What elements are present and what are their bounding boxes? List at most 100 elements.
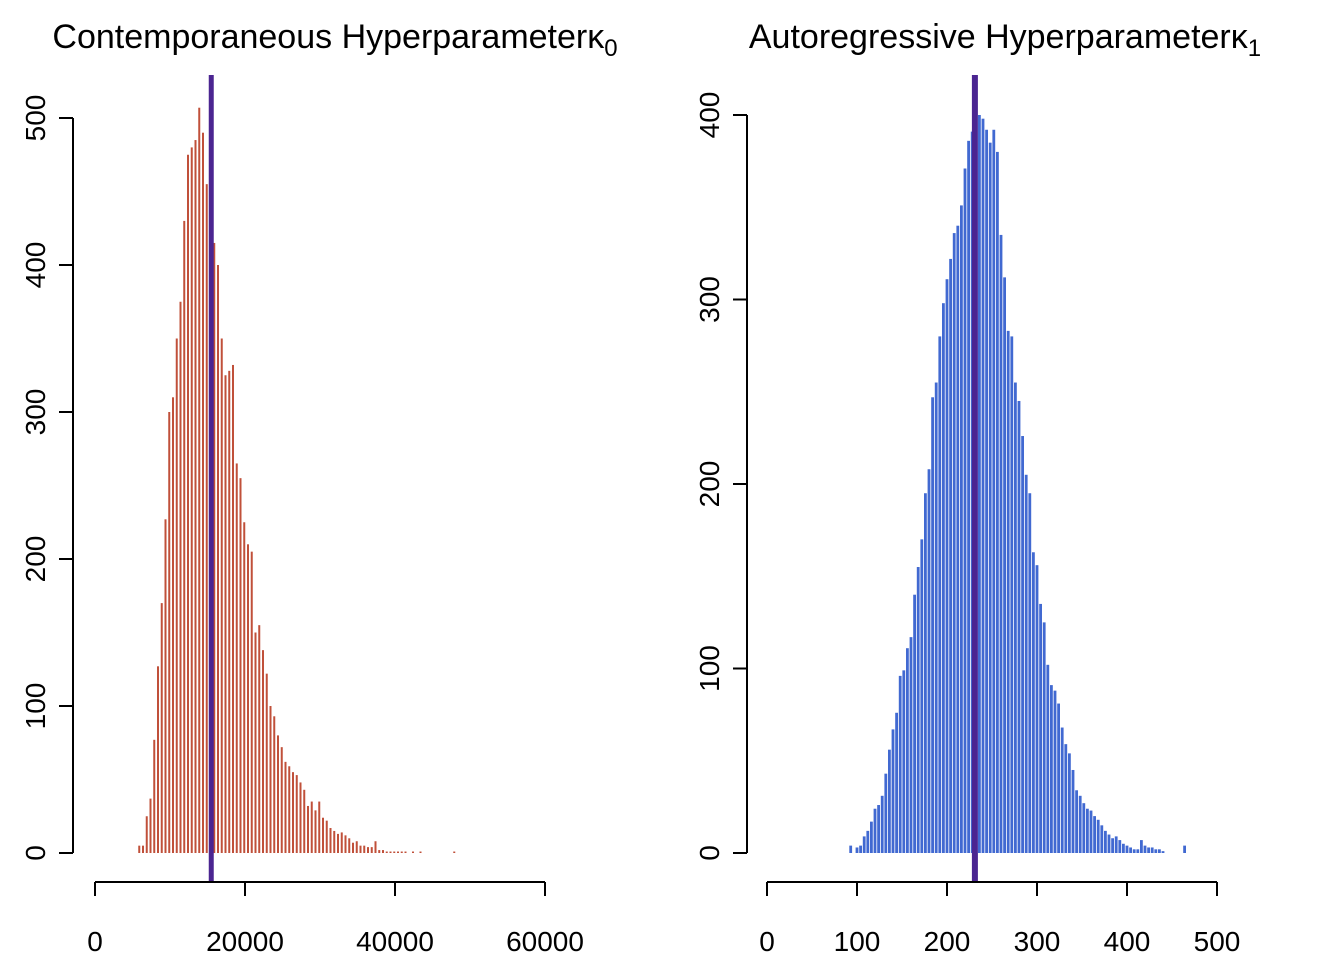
y-tick-label: 100 xyxy=(20,683,51,730)
histogram-bar xyxy=(1064,744,1068,853)
histogram-bar xyxy=(931,397,934,853)
histogram-bar xyxy=(145,816,148,853)
histogram-bar xyxy=(1154,849,1158,853)
histogram-bar xyxy=(378,850,381,853)
histogram-bar xyxy=(190,147,193,853)
histogram-bar xyxy=(1161,851,1165,853)
histogram-bar xyxy=(265,673,268,853)
histogram-bar xyxy=(909,637,913,853)
histogram-bar xyxy=(855,847,859,853)
histogram-bar xyxy=(902,670,906,853)
y-tick-label: 200 xyxy=(694,461,725,508)
histogram-bar xyxy=(1046,664,1050,853)
histogram-bar xyxy=(1039,603,1042,853)
histogram-bar xyxy=(314,810,317,853)
histogram-bar xyxy=(164,519,167,853)
chart-title: Contemporaneous Hyperparameterκ0 xyxy=(52,18,617,62)
histogram-bar xyxy=(1028,493,1032,853)
histogram-bar xyxy=(952,233,956,853)
histogram-bar xyxy=(996,151,999,853)
histogram-bar xyxy=(938,336,942,853)
y-tick-label: 500 xyxy=(20,95,51,142)
histogram-bar xyxy=(849,845,853,853)
histogram-bar xyxy=(175,338,178,853)
histogram-bar xyxy=(149,798,152,853)
histogram-bars xyxy=(138,107,456,854)
histogram-bar xyxy=(183,220,186,853)
histogram-bar xyxy=(1129,847,1132,853)
histogram-bar xyxy=(217,265,219,853)
histogram-bar xyxy=(280,747,283,853)
histogram-bar xyxy=(160,603,163,853)
histogram-bar xyxy=(367,847,369,853)
histogram-bar xyxy=(927,469,931,853)
histogram-bar xyxy=(1111,838,1114,853)
histogram-bar xyxy=(385,851,388,853)
histogram-bar xyxy=(866,830,870,853)
histogram-bar xyxy=(213,242,216,853)
histogram-bar xyxy=(337,833,339,853)
histogram-bar xyxy=(352,842,354,853)
histogram-bar xyxy=(1140,840,1143,853)
histogram-bar xyxy=(138,845,141,853)
y-tick-label: 100 xyxy=(694,645,725,692)
y-tick-label: 300 xyxy=(20,389,51,436)
histogram-bar xyxy=(250,551,253,853)
histogram-bar xyxy=(157,666,159,853)
histogram-bar xyxy=(877,805,880,853)
histogram-bar xyxy=(1104,830,1107,853)
y-tick-label: 400 xyxy=(694,92,725,139)
histogram-bar xyxy=(1035,565,1039,853)
y-tick-label: 0 xyxy=(694,845,725,861)
histogram-bar xyxy=(310,801,313,853)
y-tick-label: 0 xyxy=(20,845,51,861)
histogram-bar xyxy=(1060,727,1064,853)
histogram-bar xyxy=(333,830,336,853)
histogram-bar xyxy=(916,567,920,853)
histogram-bar xyxy=(273,716,276,853)
histogram-bar xyxy=(393,851,396,853)
histogram-bar xyxy=(873,808,877,853)
histogram-bar xyxy=(906,648,909,853)
histogram-bar xyxy=(934,382,938,853)
histogram-bar xyxy=(981,118,985,853)
histogram-bar xyxy=(247,544,249,853)
histogram-bar xyxy=(322,817,324,853)
histogram-bar xyxy=(288,766,291,853)
histogram-bar xyxy=(1143,845,1147,853)
histogram-bar xyxy=(1086,808,1089,853)
histogram-bar xyxy=(1021,436,1024,853)
x-tick-label: 0 xyxy=(87,926,103,957)
histogram-bar xyxy=(1125,845,1129,853)
histogram-bar xyxy=(920,539,924,853)
chart-title: Autoregressive Hyperparameterκ1 xyxy=(749,18,1261,62)
histogram-bar xyxy=(243,522,246,853)
x-tick-label: 40000 xyxy=(356,926,434,957)
y-tick-label: 200 xyxy=(20,536,51,583)
histogram-bar xyxy=(992,129,996,853)
histogram-bar xyxy=(329,828,332,853)
histogram-bar xyxy=(967,140,970,853)
histogram-bar xyxy=(913,594,916,853)
x-tick-label: 0 xyxy=(759,926,775,957)
histogram-bar xyxy=(453,851,456,853)
histogram-bar xyxy=(1014,382,1017,853)
histogram-bar xyxy=(1136,849,1140,853)
histogram-bar xyxy=(999,234,1003,854)
histogram-bar xyxy=(942,303,945,853)
histogram-bar xyxy=(1078,795,1082,853)
histogram-bar xyxy=(1024,474,1028,853)
histogram-bar xyxy=(985,129,988,853)
histogram-bar xyxy=(960,205,963,853)
histogram-bar xyxy=(344,835,347,853)
histogram-bar xyxy=(1158,849,1161,853)
histogram-bar xyxy=(153,739,156,853)
histogram-bar xyxy=(168,412,171,853)
histogram-bar xyxy=(1042,622,1046,854)
histogram-bar xyxy=(382,850,384,853)
histogram-bar xyxy=(363,845,366,853)
histogram-bar xyxy=(269,706,272,853)
x-tick-label: 60000 xyxy=(506,926,584,957)
histogram-bar xyxy=(1032,552,1035,853)
